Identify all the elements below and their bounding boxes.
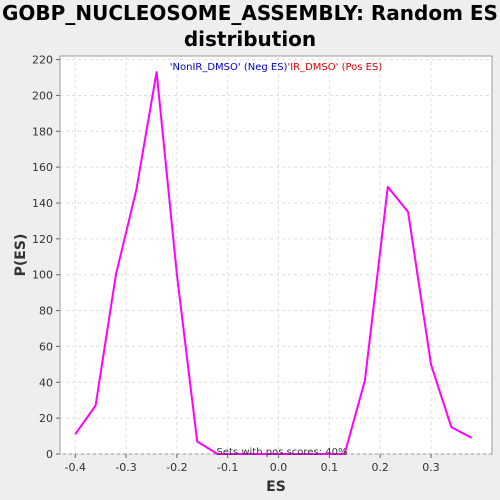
y-tick-label: 40 <box>39 376 53 389</box>
x-tick-label: -0.3 <box>115 461 136 474</box>
grid-lines <box>60 56 492 455</box>
y-tick-label: 60 <box>39 340 53 353</box>
series-line <box>74 71 473 455</box>
x-tick-label: 0.3 <box>422 461 440 474</box>
y-tick-label: 140 <box>32 197 53 210</box>
chart-title-line2: distribution <box>184 27 316 51</box>
x-tick-label: -0.2 <box>166 461 187 474</box>
y-tick-label: 80 <box>39 305 53 318</box>
series-layer <box>74 71 473 455</box>
x-axis-label: ES <box>266 479 286 495</box>
y-tick-label: 100 <box>32 269 53 282</box>
y-tick-label: 120 <box>32 233 53 246</box>
x-tick-label: 0.1 <box>321 461 339 474</box>
plot-area <box>59 55 493 455</box>
y-tick-label: 220 <box>32 54 53 67</box>
x-tick-label: 0.0 <box>270 461 288 474</box>
y-tick-label: 0 <box>46 448 53 461</box>
pos-scores-annotation: Sets with pos scores: 40% <box>217 447 348 458</box>
x-tick-label: 0.2 <box>371 461 389 474</box>
y-axis-ticks: 0 20 40 60 80 100 120 140 160 180 200 220 <box>32 54 60 461</box>
y-axis-label: P(ES) <box>13 234 29 277</box>
y-tick-label: 180 <box>32 125 53 138</box>
x-tick-label: -0.4 <box>65 461 86 474</box>
legend: 'NonIR_DMSO' (Neg ES)'IR_DMSO' (Pos ES) <box>170 62 383 73</box>
chart-title-line1: GOBP_NUCLEOSOME_ASSEMBLY: Random ES <box>2 1 498 25</box>
x-tick-label: -0.1 <box>217 461 238 474</box>
legend-neg-label: 'NonIR_DMSO' (Neg ES) <box>170 62 288 73</box>
y-tick-label: 160 <box>32 161 53 174</box>
legend-pos-label: 'IR_DMSO' (Pos ES) <box>287 62 382 73</box>
x-axis-ticks: -0.4 -0.3 -0.2 -0.1 0.0 0.1 0.2 0.3 <box>65 454 440 474</box>
y-tick-label: 200 <box>32 89 53 102</box>
y-tick-label: 20 <box>39 412 53 425</box>
